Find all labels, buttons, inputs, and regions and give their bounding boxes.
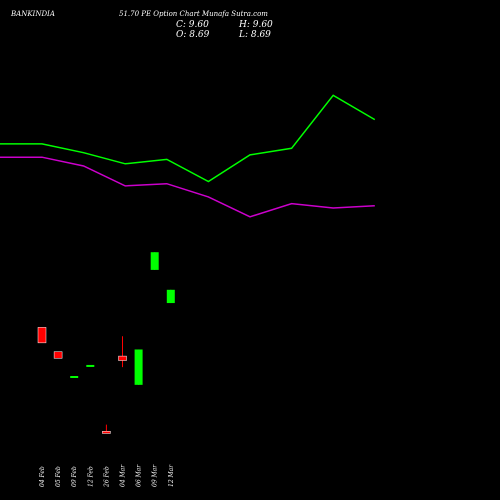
candle-body [70,376,79,378]
candle [118,336,127,368]
low-value: L: 8.69 [238,30,271,40]
candle-body [134,349,143,385]
candle-body [150,252,159,270]
date-tick-label: 04 Feb [39,466,46,487]
candle-body [37,327,47,344]
open-value: O: 8.69 [176,30,210,40]
close-value: C: 9.60 [176,20,209,30]
candle [102,424,111,434]
candle-body [102,431,111,434]
date-tick-label: 09 Mar [152,464,159,487]
chart-subtitle: 51.70 PE Option Chart Munafa Sutra.com [119,10,268,18]
candle-body [86,364,95,367]
candles [37,252,175,434]
candle-body [53,351,63,359]
date-tick-label: 12 Mar [168,464,175,487]
high-value: H: 9.60 [238,20,273,30]
candle [37,327,47,344]
candle [166,289,175,304]
candle [70,376,79,378]
candle [86,364,95,367]
indicator-lines [0,94,376,218]
candle [53,351,63,359]
symbol-title: BANKINDIA [10,10,55,18]
date-tick-label: 06 Mar [136,464,143,487]
candle-body [118,355,127,361]
date-tick-label: 09 Feb [71,466,78,487]
date-tick-label: 05 Feb [55,466,62,487]
date-tick-label: 12 Feb [87,466,94,487]
candle [134,349,143,385]
lower-indicator-line [0,156,375,218]
date-tick-label: 26 Feb [103,466,110,488]
date-tick-label: 04 Mar [120,464,127,487]
candle-body [166,289,175,304]
date-labels: 04 Feb 05 Feb 09 Feb 12 Feb 26 Feb 04 Mar 06 M… [39,464,175,488]
upper-indicator-line [0,94,376,183]
candle [150,252,159,270]
